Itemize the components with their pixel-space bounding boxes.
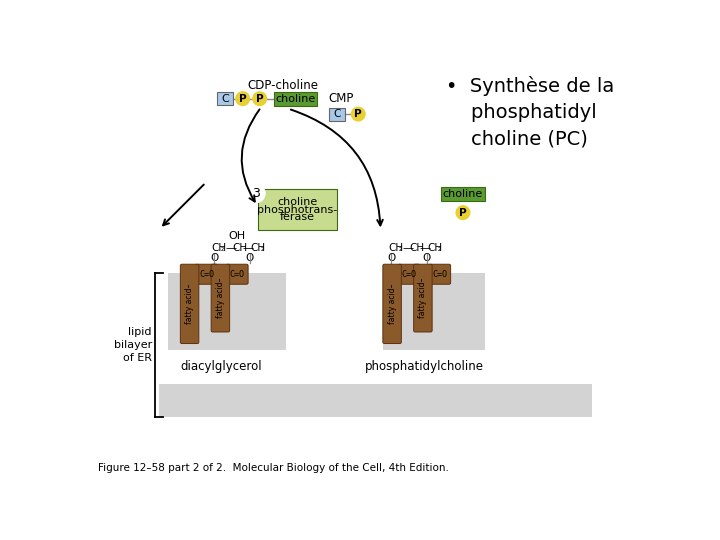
Text: choline: choline xyxy=(443,189,483,199)
Text: ₂: ₂ xyxy=(398,244,402,253)
Text: O: O xyxy=(387,253,395,263)
Text: —: — xyxy=(402,243,413,253)
Text: P: P xyxy=(354,109,362,119)
Circle shape xyxy=(351,107,365,121)
FancyBboxPatch shape xyxy=(398,264,420,284)
Text: O: O xyxy=(423,253,431,263)
Text: fatty acid–: fatty acid– xyxy=(185,284,194,324)
Text: CH: CH xyxy=(233,243,248,253)
Text: ₂: ₂ xyxy=(221,244,225,253)
FancyBboxPatch shape xyxy=(441,187,485,201)
Bar xyxy=(159,273,593,350)
Text: fatty acid–: fatty acid– xyxy=(418,278,428,319)
Text: P: P xyxy=(239,93,246,104)
Circle shape xyxy=(456,206,470,220)
FancyBboxPatch shape xyxy=(196,264,217,284)
Circle shape xyxy=(253,92,266,106)
Circle shape xyxy=(235,92,250,106)
Text: CH: CH xyxy=(410,243,425,253)
Text: C=O: C=O xyxy=(432,270,447,279)
Text: CH: CH xyxy=(211,243,226,253)
Text: choline: choline xyxy=(276,93,316,104)
FancyBboxPatch shape xyxy=(180,264,199,343)
Text: O: O xyxy=(210,253,218,263)
Text: phosphotrans-: phosphotrans- xyxy=(257,205,338,214)
Text: C=O: C=O xyxy=(199,270,214,279)
Text: P: P xyxy=(256,93,264,104)
Bar xyxy=(485,273,593,350)
Text: —: — xyxy=(225,243,236,253)
FancyBboxPatch shape xyxy=(328,107,345,120)
FancyBboxPatch shape xyxy=(414,264,432,332)
Text: CDP-choline: CDP-choline xyxy=(247,79,318,92)
Text: CH: CH xyxy=(428,243,443,253)
FancyBboxPatch shape xyxy=(383,264,401,343)
FancyBboxPatch shape xyxy=(258,189,337,231)
Bar xyxy=(159,384,593,417)
Text: CH: CH xyxy=(251,243,266,253)
Text: diacylglycerol: diacylglycerol xyxy=(180,360,262,373)
Text: lipid
bilayer
of ER: lipid bilayer of ER xyxy=(114,327,152,363)
Text: •  Synthèse de la
    phosphatidyl
    choline (PC): • Synthèse de la phosphatidyl choline (P… xyxy=(446,76,614,148)
Text: 3: 3 xyxy=(252,187,260,200)
Bar xyxy=(159,273,168,350)
Text: fatty acid–: fatty acid– xyxy=(387,284,397,324)
Text: —: — xyxy=(243,243,254,253)
FancyBboxPatch shape xyxy=(274,92,318,106)
Text: C: C xyxy=(333,109,341,119)
Text: Figure 12–58 part 2 of 2.  Molecular Biology of the Cell, 4th Edition.: Figure 12–58 part 2 of 2. Molecular Biol… xyxy=(98,463,449,473)
Text: OH: OH xyxy=(229,231,246,241)
Text: C: C xyxy=(221,93,229,104)
Text: C=O: C=O xyxy=(402,270,417,279)
Text: P: P xyxy=(459,208,467,218)
Circle shape xyxy=(246,184,265,202)
Text: phosphatidylcholine: phosphatidylcholine xyxy=(365,360,484,373)
FancyBboxPatch shape xyxy=(211,264,230,332)
Text: ₂: ₂ xyxy=(261,244,264,253)
Text: choline: choline xyxy=(277,197,318,207)
Bar xyxy=(159,350,593,384)
Bar xyxy=(286,273,383,350)
FancyBboxPatch shape xyxy=(217,92,233,105)
Text: fatty acid–: fatty acid– xyxy=(216,278,225,319)
FancyBboxPatch shape xyxy=(227,264,248,284)
FancyBboxPatch shape xyxy=(429,264,451,284)
Text: ₂: ₂ xyxy=(438,244,441,253)
Text: ferase: ferase xyxy=(280,212,315,222)
Text: —: — xyxy=(420,243,431,253)
Text: O: O xyxy=(246,253,253,263)
Text: CMP: CMP xyxy=(328,92,354,105)
Text: CH: CH xyxy=(388,243,403,253)
Text: C=O: C=O xyxy=(230,270,245,279)
